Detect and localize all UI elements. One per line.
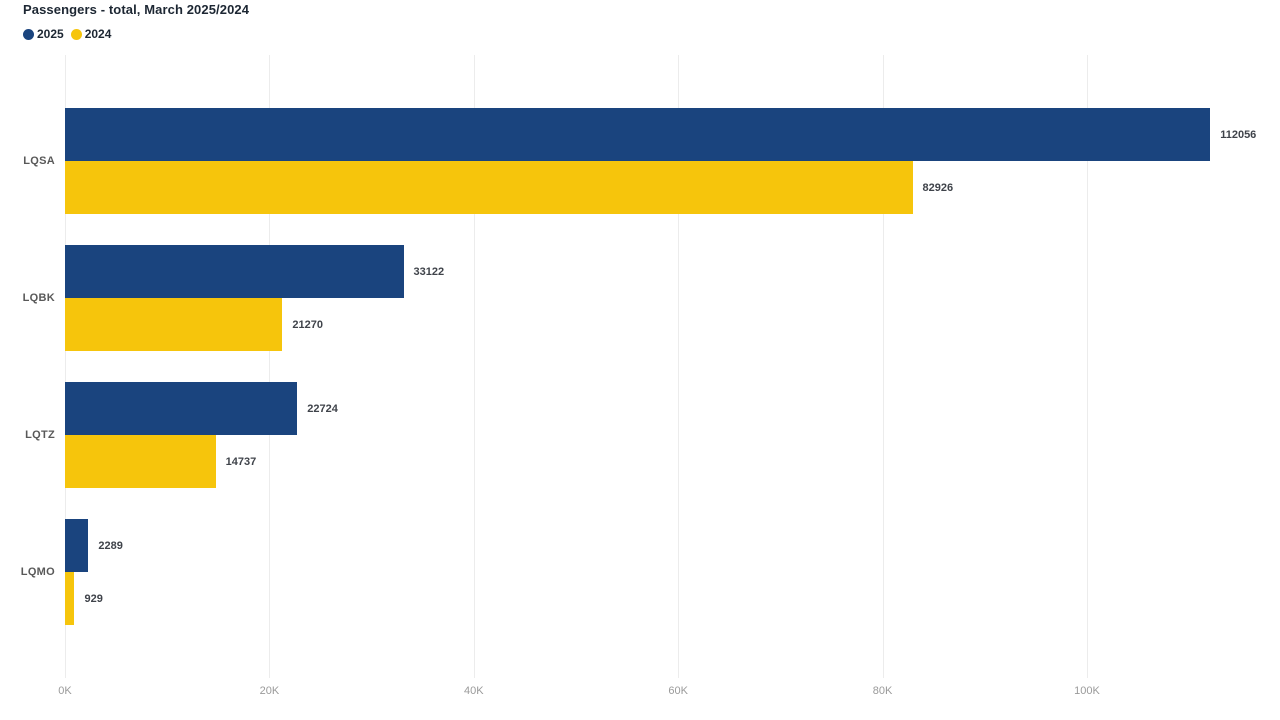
plot-area: 0K 20K 40K 60K 80K 100K LQSA 112056 82926 LQBK 331…	[0, 55, 1280, 705]
bar-2024-lqmo[interactable]	[65, 572, 75, 625]
value-label-2025-lqbk: 33122	[413, 266, 445, 278]
bar-2024-lqtz[interactable]	[65, 435, 216, 488]
x-tick-label-60K: 60K	[668, 685, 688, 697]
x-tick-label-0K: 0K	[58, 685, 72, 697]
legend-label-2024: 2024	[84, 27, 112, 41]
gridline-100K	[1086, 55, 1088, 678]
bar-2024-lqbk[interactable]	[65, 298, 283, 351]
value-label-2025-lqmo: 2289	[98, 540, 123, 552]
category-label-lqsa: LQSA	[23, 155, 55, 167]
legend-swatch-2024-icon	[70, 28, 82, 40]
gridline-60K	[678, 55, 680, 678]
legend: 2025 2024	[23, 27, 118, 41]
bar-2025-lqsa[interactable]	[65, 108, 1211, 161]
value-label-2024-lqsa: 82926	[922, 182, 954, 194]
legend-label-2025: 2025	[37, 27, 64, 41]
x-tick-label-20K: 20K	[259, 685, 280, 697]
bar-2025-lqbk[interactable]	[65, 245, 404, 298]
gridline-20K	[269, 55, 271, 678]
x-tick-label-40K: 40K	[464, 685, 484, 697]
gridline-80K	[882, 55, 884, 678]
value-label-2024-lqtz: 14737	[225, 456, 257, 468]
legend-item-2025[interactable]: 2025	[23, 27, 64, 41]
value-label-2024-lqmo: 929	[84, 593, 103, 605]
legend-item-2024[interactable]: 2024	[70, 27, 112, 41]
chart-title: Passengers - total, March 2025/2024	[23, 2, 250, 17]
value-label-2024-lqbk: 21270	[292, 319, 323, 331]
value-label-2025-lqsa: 112056	[1220, 129, 1257, 141]
x-tick-label-80K: 80K	[872, 685, 893, 697]
gridline-0K	[65, 55, 66, 678]
category-label-lqmo: LQMO	[20, 566, 55, 578]
gridline-40K	[473, 55, 475, 678]
value-label-2025-lqtz: 22724	[307, 403, 338, 415]
bar-2024-lqsa[interactable]	[65, 161, 913, 214]
bar-2025-lqmo[interactable]	[65, 519, 89, 572]
x-tick-label-100K: 100K	[1074, 685, 1100, 697]
category-label-lqtz: LQTZ	[25, 429, 55, 441]
legend-swatch-2025-icon	[23, 28, 34, 40]
category-label-lqbk: LQBK	[22, 292, 55, 304]
bar-2025-lqtz[interactable]	[65, 382, 298, 435]
